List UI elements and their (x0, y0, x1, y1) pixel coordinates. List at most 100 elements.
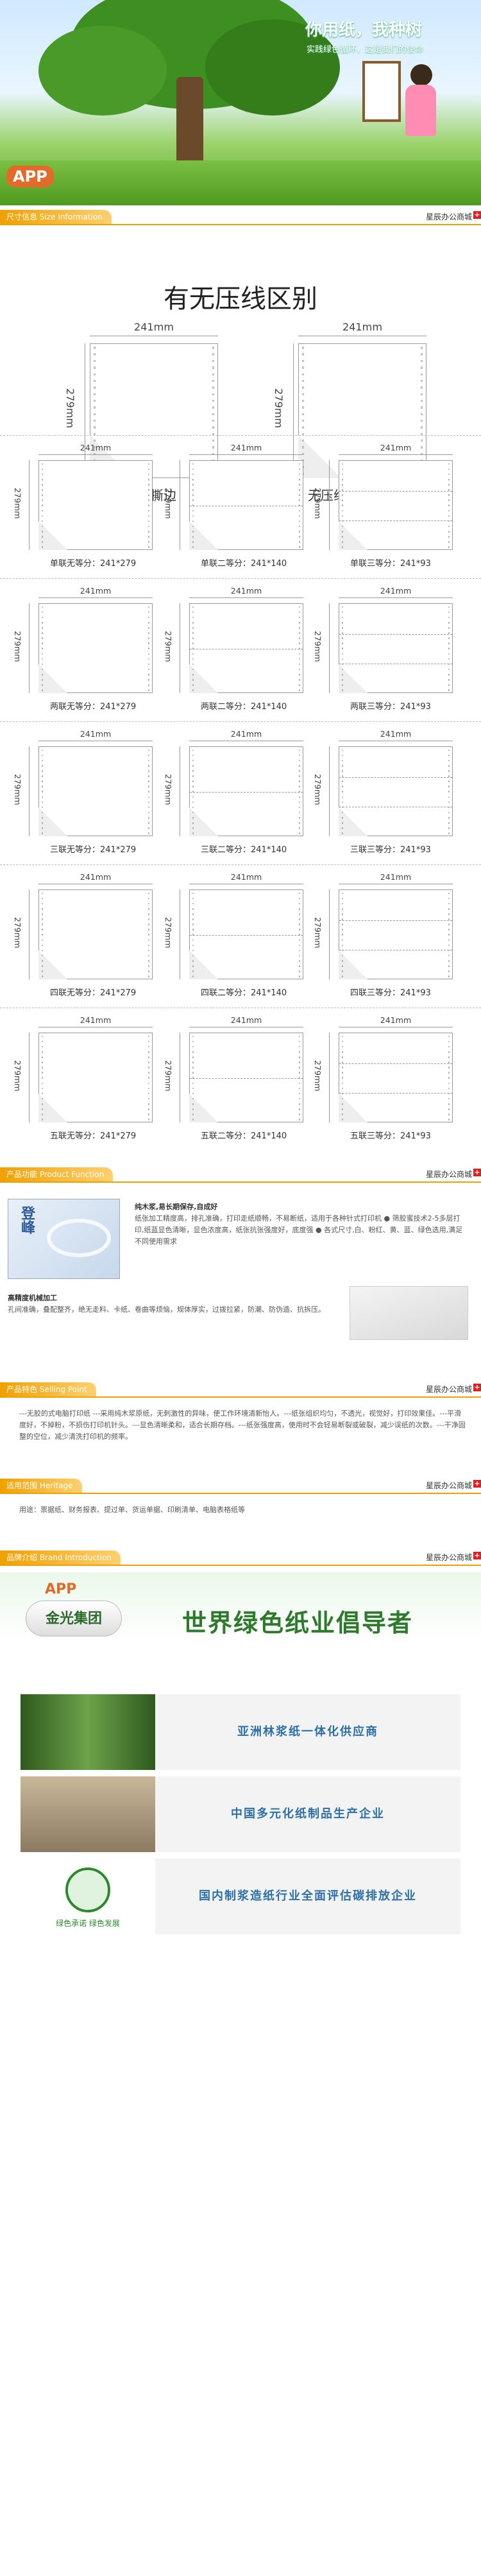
folded-corner (189, 1094, 218, 1122)
top-sheet (189, 889, 303, 979)
tractor-hole (192, 679, 194, 681)
tractor-hole (148, 536, 150, 538)
tractor-hole (148, 658, 150, 660)
tractor-hole (298, 1082, 301, 1085)
tractor-hole (41, 473, 44, 476)
tractor-hole (448, 954, 450, 957)
width-dimension-line (189, 454, 303, 455)
height-label: 279mm (64, 388, 76, 429)
tractor-hole (192, 902, 194, 905)
tractor-hole (148, 478, 150, 481)
tractor-hole (448, 1082, 450, 1085)
factory-image (21, 1776, 155, 1852)
tractor-hole (298, 616, 301, 619)
size-caption: 五联三等分：241*93 (350, 1131, 431, 1141)
tractor-hole (420, 353, 423, 356)
product-box-image: 登峰 (8, 1199, 120, 1279)
tractor-hole (341, 1108, 344, 1110)
tractor-hole (448, 468, 450, 470)
tractor-hole (212, 406, 215, 409)
tractor-hole (341, 780, 344, 782)
tractor-hole (148, 1119, 150, 1121)
tractor-hole (448, 621, 450, 624)
paper-diagram: 241mm 279mm (13, 872, 153, 988)
paper-diagram: 241mm 279mm (13, 586, 153, 701)
tractor-hole (341, 754, 344, 757)
tractor-hole (448, 770, 450, 772)
tractor-hole (212, 359, 215, 363)
tractor-hole (41, 520, 44, 522)
tractor-hole (298, 606, 301, 608)
tractor-hole (448, 1108, 450, 1110)
row-separator (0, 435, 481, 436)
height-label: 279mm (13, 774, 22, 805)
tractor-hole (298, 954, 301, 957)
tractor-hole (298, 1103, 301, 1105)
tractor-hole (341, 621, 344, 624)
tractor-hole (448, 959, 450, 962)
tractor-hole (341, 832, 344, 834)
tractor-hole (298, 653, 301, 655)
tractor-hole (448, 796, 450, 798)
tractor-hole (448, 801, 450, 803)
tractor-hole (192, 892, 194, 895)
tractor-hole (148, 780, 150, 782)
height-dimension-line (329, 603, 330, 693)
height-label: 279mm (313, 774, 323, 805)
tractor-hole (341, 902, 344, 905)
tractor-hole (41, 499, 44, 501)
tractor-hole (298, 749, 301, 751)
tractor-hole (148, 1067, 150, 1069)
tractor-hole (301, 393, 305, 395)
tractor-hole (192, 939, 194, 941)
tractor-hole (192, 759, 194, 762)
top-sheet (38, 746, 153, 836)
tractor-hole (301, 353, 305, 356)
top-sheet (38, 889, 153, 979)
tractor-hole (298, 754, 301, 757)
tractor-hole (148, 1082, 150, 1085)
brand-row-2: 中国多元化纸制品生产企业 (21, 1776, 460, 1852)
tractor-hole (41, 934, 44, 936)
tractor-hole (41, 816, 44, 819)
selling-point-text: ---无胶的式电脑打印纸 ---采用纯木浆原纸，无刺激性的异味，使工作环境清新怡… (19, 1409, 466, 1441)
tractor-hole (93, 426, 96, 429)
tractor-hole (298, 1097, 301, 1100)
tractor-hole (148, 673, 150, 676)
tractor-hole (148, 832, 150, 834)
tractor-hole (41, 1056, 44, 1058)
height-dimension-line (29, 889, 30, 979)
hero-headline: 你用纸，我种树 (305, 21, 423, 40)
tractor-hole (41, 1103, 44, 1105)
size-caption: 三联二等分：241*140 (201, 845, 287, 855)
paper-diagram: 241mm 279mm (13, 1015, 153, 1131)
height-label: 279mm (13, 488, 22, 519)
tractor-hole (341, 684, 344, 686)
tractor-hole (41, 1113, 44, 1115)
tractor-hole (192, 1087, 194, 1090)
tractor-hole (298, 684, 301, 686)
tractor-hole (301, 366, 305, 369)
top-sheet (339, 746, 453, 836)
tractor-hole (341, 504, 344, 507)
tractor-hole (448, 606, 450, 608)
tractor-hole (192, 611, 194, 614)
tractor-hole (341, 759, 344, 762)
tractor-hole (41, 939, 44, 941)
top-sheet (90, 343, 218, 478)
tractor-hole (298, 1035, 301, 1038)
tractor-hole (192, 806, 194, 809)
tractor-hole (41, 759, 44, 762)
tractor-hole (341, 468, 344, 470)
tractor-hole (448, 689, 450, 691)
tractor-hole (192, 959, 194, 962)
tractor-hole (148, 1087, 150, 1090)
tractor-hole (41, 801, 44, 803)
tractor-hole (448, 832, 450, 834)
tractor-hole (301, 440, 305, 442)
tractor-hole (93, 413, 96, 416)
tractor-hole (448, 780, 450, 782)
perforation-line (339, 634, 452, 635)
tractor-hole (41, 627, 44, 629)
brand-logo: APP (45, 1581, 77, 1597)
